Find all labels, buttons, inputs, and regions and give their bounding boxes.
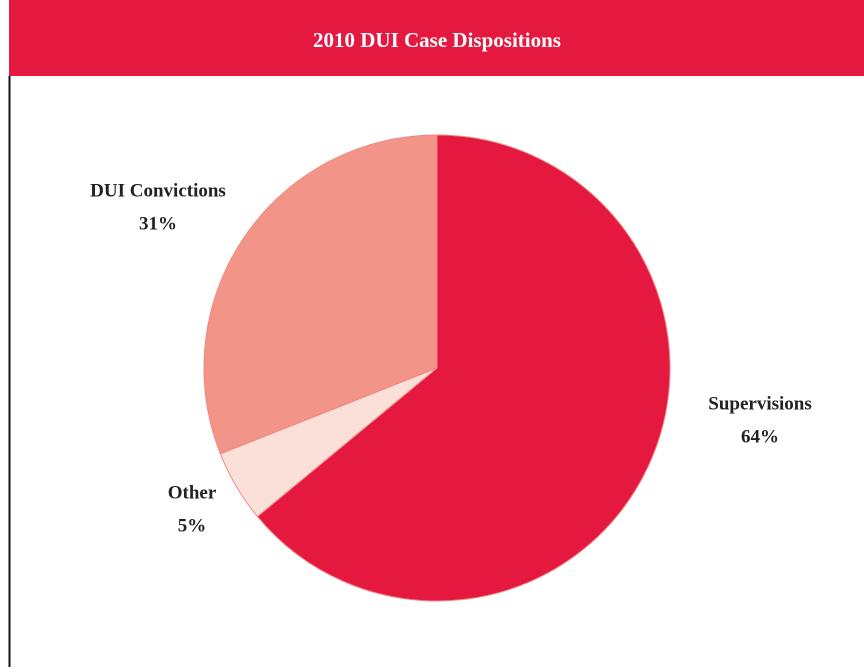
slice-label: Other [168,482,217,503]
title-bar [9,0,864,76]
slice-value-label: 64% [741,426,779,447]
slice-label: DUI Convictions [90,180,226,201]
slice-value-label: 5% [178,515,207,536]
pie-slice [203,134,438,455]
slice-label: Supervisions [708,393,811,414]
pie-slice [256,134,671,602]
chart-title: 2010 DUI Case Dispositions [313,28,561,52]
slice-value-label: 31% [139,213,177,234]
